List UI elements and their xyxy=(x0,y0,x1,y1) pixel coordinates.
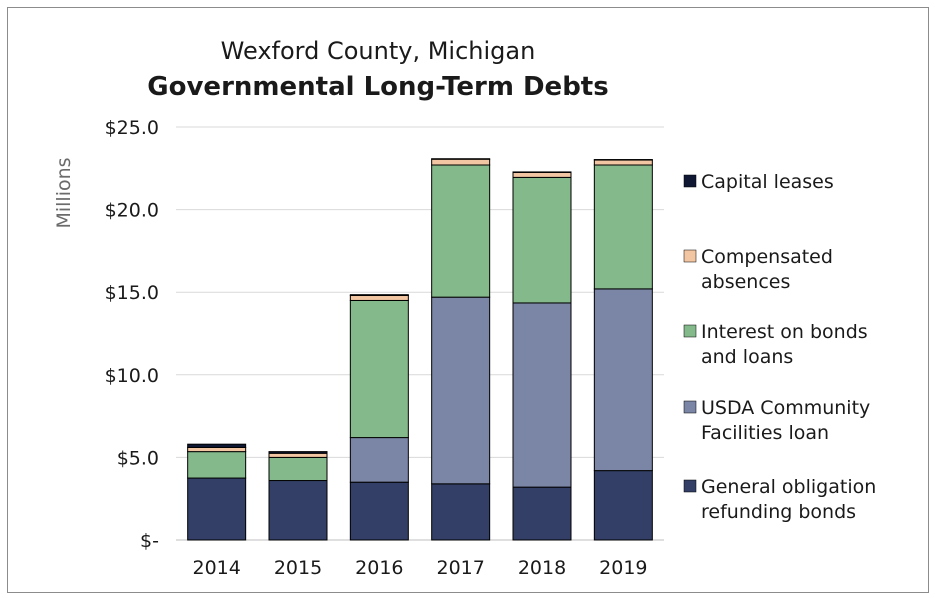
legend-swatch-compensated-absences xyxy=(683,249,697,263)
bar-general-obligation-refunding-bonds-2015 xyxy=(268,480,328,541)
y-axis-label: Millions xyxy=(53,157,75,228)
y-tick-label: $15.0 xyxy=(105,282,159,304)
legend-swatch-interest-on-bonds-and-loans xyxy=(683,324,697,338)
legend-label-general-obligation-refunding-bonds: General obligation xyxy=(701,476,876,498)
y-tick-label: $5.0 xyxy=(117,447,159,469)
legend-label-interest-on-bonds-and-loans: Interest on bonds xyxy=(701,321,868,343)
x-tick-label-2015: 2015 xyxy=(274,557,322,579)
bar-compensated-absences-2014 xyxy=(187,446,247,453)
y-tick-labels: $- $5.0 $10.0 $15.0 $20.0 $25.0 xyxy=(105,117,159,552)
chart-title: Governmental Long-Term Debts xyxy=(147,72,608,102)
x-tick-labels: 2014 2015 2016 2017 2018 2019 xyxy=(192,557,647,579)
x-tick-label-2017: 2017 xyxy=(436,557,484,579)
x-tick-label-2014: 2014 xyxy=(192,557,240,579)
bar-interest-on-bonds-and-loans-2018 xyxy=(512,176,572,304)
bar-compensated-absences-2018 xyxy=(512,171,572,178)
legend-swatch-usda-community-facilities-loan xyxy=(683,400,697,414)
legend-label-usda-community-facilities-loan: USDA Community xyxy=(701,397,870,419)
bar-interest-on-bonds-and-loans-2014 xyxy=(187,451,247,479)
y-tick-label: $- xyxy=(140,530,159,552)
bar-interest-on-bonds-and-loans-2016 xyxy=(349,299,409,439)
bar-general-obligation-refunding-bonds-2019 xyxy=(593,470,653,541)
legend-label-usda-community-facilities-loan: Facilities loan xyxy=(701,422,829,444)
bar-general-obligation-refunding-bonds-2017 xyxy=(431,483,491,541)
bar-usda-community-facilities-loan-2018 xyxy=(512,302,572,488)
bar-usda-community-facilities-loan-2017 xyxy=(431,296,491,485)
chart-subtitle: Wexford County, Michigan xyxy=(221,37,536,65)
bar-compensated-absences-2015 xyxy=(268,452,328,458)
bar-compensated-absences-2016 xyxy=(349,295,409,301)
bar-usda-community-facilities-loan-2016 xyxy=(349,437,409,483)
y-tick-label: $10.0 xyxy=(105,365,159,387)
bar-interest-on-bonds-and-loans-2019 xyxy=(593,164,653,290)
y-tick-label: $20.0 xyxy=(105,200,159,222)
bar-general-obligation-refunding-bonds-2016 xyxy=(349,481,409,541)
chart-frame: Wexford County, Michigan Governmental Lo… xyxy=(7,7,929,593)
legend-label-general-obligation-refunding-bonds: refunding bonds xyxy=(701,501,856,523)
bar-interest-on-bonds-and-loans-2017 xyxy=(431,164,491,298)
bar-compensated-absences-2017 xyxy=(431,158,491,166)
bar-general-obligation-refunding-bonds-2018 xyxy=(512,486,572,541)
x-tick-label-2016: 2016 xyxy=(355,557,403,579)
legend-label-interest-on-bonds-and-loans: and loans xyxy=(701,346,793,368)
x-tick-label-2019: 2019 xyxy=(599,557,647,579)
gridlines xyxy=(176,126,664,541)
legend-label-capital-leases: Capital leases xyxy=(701,171,834,193)
legend-swatch-general-obligation-refunding-bonds xyxy=(683,479,697,493)
bar-usda-community-facilities-loan-2019 xyxy=(593,288,653,472)
chart-svg: Wexford County, Michigan Governmental Lo… xyxy=(53,37,876,579)
bar-capital-leases-2015 xyxy=(268,451,328,454)
bar-capital-leases-2016 xyxy=(349,294,409,297)
legend-label-compensated-absences: Compensated xyxy=(701,246,833,268)
y-tick-label: $25.0 xyxy=(105,117,159,139)
bars xyxy=(187,158,653,541)
bar-capital-leases-2014 xyxy=(187,443,247,448)
x-tick-label-2018: 2018 xyxy=(518,557,566,579)
legend: Capital leases Compensated absences Interes… xyxy=(683,171,876,523)
bar-interest-on-bonds-and-loans-2015 xyxy=(268,456,328,482)
bar-general-obligation-refunding-bonds-2014 xyxy=(187,477,247,541)
legend-label-compensated-absences: absences xyxy=(701,271,790,293)
legend-swatch-capital-leases xyxy=(683,174,697,188)
bar-compensated-absences-2019 xyxy=(593,159,653,166)
